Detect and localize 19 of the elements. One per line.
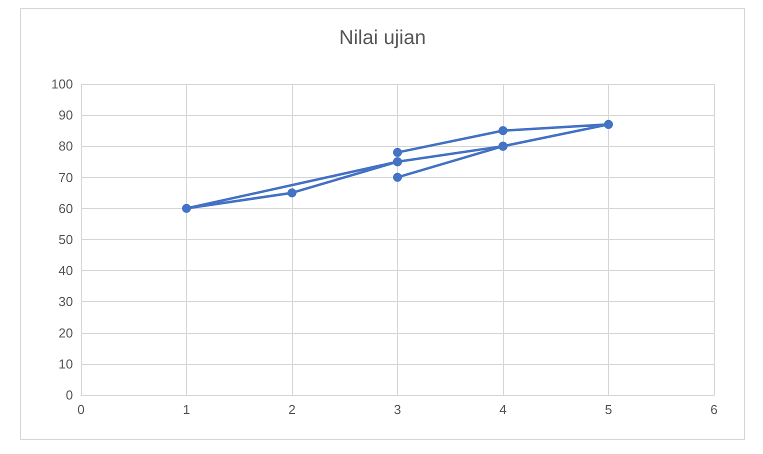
y-tick-label: 80 xyxy=(58,138,73,154)
y-tick-label: 70 xyxy=(58,170,73,185)
x-tick-label: 3 xyxy=(394,402,402,417)
x-tick-label: 1 xyxy=(182,402,190,417)
y-tick-label: 20 xyxy=(58,325,73,340)
y-tick-label: 90 xyxy=(58,108,73,123)
chart-title: Nilai ujian xyxy=(339,27,426,49)
y-tick-label: 10 xyxy=(58,356,73,372)
x-tick-label: 0 xyxy=(77,402,85,417)
y-tick-label: 50 xyxy=(58,232,73,247)
y-tick-label: 60 xyxy=(58,200,73,216)
x-tick-label: 5 xyxy=(604,402,612,417)
x-tick-label: 4 xyxy=(499,402,507,417)
y-tick-label: 40 xyxy=(58,263,73,278)
x-tick-label: 6 xyxy=(710,402,718,417)
y-tick-label: 100 xyxy=(51,76,73,92)
y-tick-label: 30 xyxy=(58,294,73,310)
y-tick-label: 0 xyxy=(66,388,73,402)
x-tick-label: 2 xyxy=(288,402,296,417)
